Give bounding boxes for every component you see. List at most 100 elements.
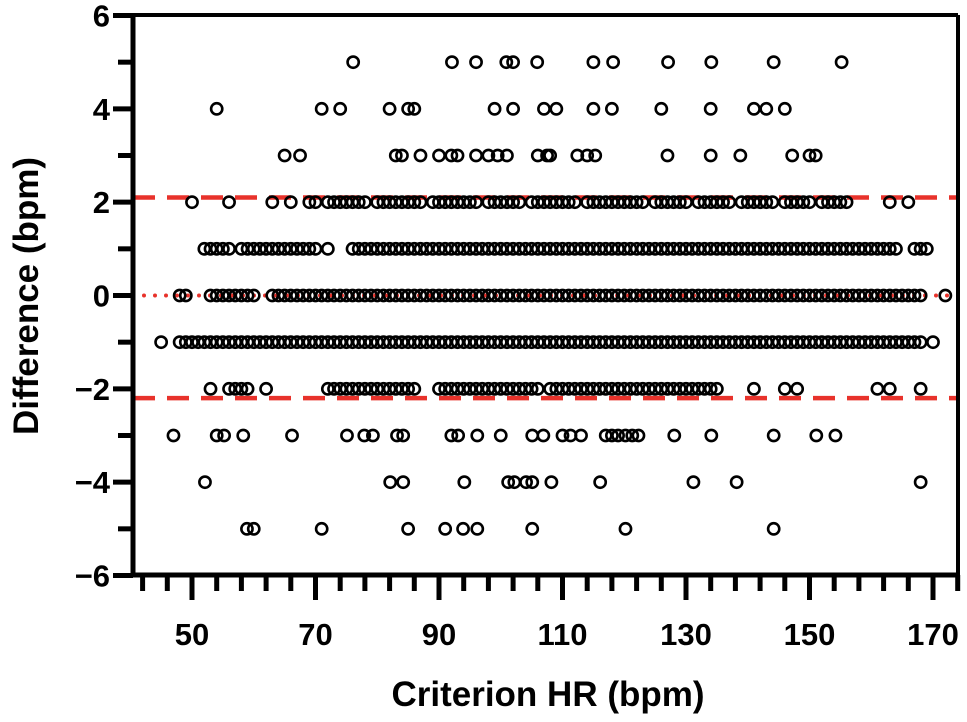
data-point xyxy=(525,521,540,536)
y-tick-label: 2 xyxy=(93,185,110,220)
data-point xyxy=(913,288,928,303)
data-point xyxy=(586,55,601,70)
data-point xyxy=(383,475,398,490)
data-point xyxy=(390,428,404,443)
data-point xyxy=(438,521,453,536)
y-tick-label: 6 xyxy=(93,0,110,34)
data-point xyxy=(625,428,640,443)
data-point xyxy=(809,428,824,443)
x-tick-label: 50 xyxy=(175,617,209,652)
data-point xyxy=(530,55,545,70)
data-point xyxy=(506,195,520,210)
data-point xyxy=(470,428,485,443)
data-point xyxy=(679,195,693,210)
data-point xyxy=(828,428,843,443)
data-point xyxy=(401,101,416,116)
data-point xyxy=(588,148,603,163)
data-point xyxy=(240,521,254,536)
data-point xyxy=(605,101,619,116)
data-point xyxy=(549,101,564,116)
x-tick-label: 70 xyxy=(298,617,332,652)
data-point xyxy=(302,241,317,256)
data-point xyxy=(209,101,224,116)
data-point xyxy=(704,428,719,443)
data-point xyxy=(215,241,230,256)
data-point xyxy=(382,101,397,116)
data-point xyxy=(198,475,212,490)
data-point xyxy=(246,288,261,303)
data-point xyxy=(766,521,781,536)
x-axis-title: Criterion HR (bpm) xyxy=(391,675,704,714)
data-point xyxy=(308,241,323,256)
data-point xyxy=(631,428,646,443)
data-point xyxy=(236,428,251,443)
data-point xyxy=(919,241,934,256)
data-point xyxy=(839,195,854,210)
data-point xyxy=(580,148,595,163)
data-point xyxy=(882,195,897,210)
data-point xyxy=(703,148,718,163)
data-point xyxy=(543,148,558,163)
data-point xyxy=(500,148,514,163)
data-point xyxy=(407,101,422,116)
data-point xyxy=(277,148,292,163)
data-point xyxy=(506,101,520,116)
data-point xyxy=(340,428,354,443)
data-point xyxy=(913,381,928,396)
data-point xyxy=(481,148,496,163)
data-point xyxy=(450,148,465,163)
data-point xyxy=(777,381,792,396)
x-tick-label: 170 xyxy=(907,617,959,652)
data-point xyxy=(501,475,516,490)
data-point xyxy=(722,195,737,210)
data-point xyxy=(401,381,416,396)
data-point xyxy=(537,101,551,116)
data-point xyxy=(357,428,372,443)
data-point xyxy=(808,148,823,163)
data-point xyxy=(766,428,781,443)
data-point xyxy=(672,195,687,210)
data-point xyxy=(512,195,527,210)
data-point xyxy=(889,241,903,256)
data-point xyxy=(366,428,380,443)
data-point xyxy=(834,55,849,70)
data-point xyxy=(802,195,817,210)
data-point xyxy=(790,381,805,396)
data-point xyxy=(593,475,608,490)
data-point xyxy=(555,428,570,443)
data-point xyxy=(407,381,422,396)
data-point xyxy=(302,195,317,210)
data-point xyxy=(660,148,675,163)
data-point xyxy=(833,195,848,210)
data-point xyxy=(704,55,719,70)
data-point xyxy=(357,195,372,210)
data-point xyxy=(530,381,545,396)
data-point xyxy=(451,428,466,443)
data-point xyxy=(907,288,922,303)
data-point xyxy=(499,55,514,70)
data-point xyxy=(413,195,428,210)
data-point xyxy=(444,428,459,443)
data-point xyxy=(314,101,329,116)
data-point xyxy=(926,335,940,350)
data-point xyxy=(561,195,576,210)
data-point xyxy=(686,475,701,490)
data-point xyxy=(785,148,800,163)
data-point xyxy=(629,195,644,210)
data-point xyxy=(395,148,409,163)
data-point xyxy=(733,148,748,163)
data-point xyxy=(308,195,323,210)
data-point xyxy=(154,335,169,350)
data-point xyxy=(469,195,483,210)
data-point xyxy=(445,55,459,70)
data-point xyxy=(882,381,897,396)
data-point xyxy=(185,195,199,210)
data-point xyxy=(444,148,459,163)
y-tick-label: −4 xyxy=(75,465,111,500)
data-point xyxy=(907,335,922,350)
data-point xyxy=(747,101,761,116)
data-point xyxy=(938,288,953,303)
data-point xyxy=(240,288,255,303)
data-point xyxy=(777,101,792,116)
